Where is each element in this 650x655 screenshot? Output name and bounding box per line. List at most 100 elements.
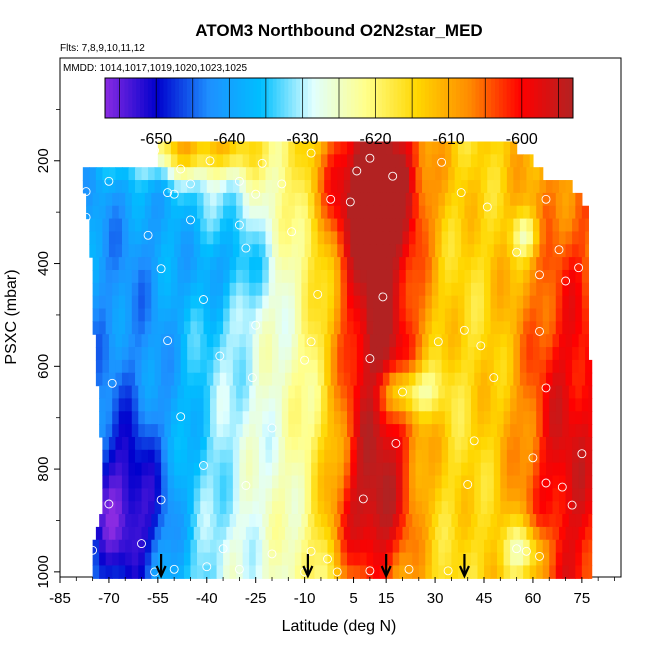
heatmap-cell (190, 424, 198, 438)
colorbar-segment (471, 78, 476, 118)
heatmap-cell (89, 231, 97, 245)
heatmap-cell (379, 269, 387, 284)
heatmap-level-475 (92, 295, 589, 310)
heatmap-cell (487, 372, 495, 387)
heatmap-cell (164, 295, 172, 310)
heatmap-cell (121, 347, 130, 361)
flight-point (241, 481, 251, 490)
heatmap-cell (301, 257, 309, 271)
colorbar-segment (346, 78, 352, 118)
heatmap-cell (431, 514, 439, 528)
heatmap-cell (262, 269, 270, 284)
heatmap-cell (549, 385, 557, 400)
heatmap-cell (545, 334, 554, 348)
heatmap-cell (490, 411, 498, 425)
heatmap-cell (138, 192, 146, 207)
heatmap-cell (226, 372, 234, 387)
heatmap-cell (503, 539, 511, 554)
heatmap-cell (245, 462, 254, 477)
heatmap-cell (324, 347, 332, 361)
heatmap-cell (281, 539, 289, 554)
heatmap-cell (539, 347, 547, 361)
heatmap-cell (415, 372, 423, 387)
heatmap-cell (497, 205, 505, 220)
heatmap-cell (379, 398, 387, 412)
heatmap-cell (467, 231, 475, 245)
heatmap-cell (480, 180, 488, 194)
heatmap-cell (252, 488, 260, 502)
heatmap-cell (210, 205, 218, 220)
flight-point (215, 351, 225, 361)
heatmap-cell (324, 167, 332, 181)
heatmap-cell (343, 372, 351, 387)
heatmap-cell (324, 180, 332, 194)
heatmap-cell (435, 180, 443, 194)
heatmap-cell (516, 385, 524, 400)
heatmap-cell (112, 424, 120, 438)
colorbar-segment (323, 78, 328, 118)
heatmap-cell (376, 526, 384, 541)
heatmap-cell (382, 334, 391, 348)
heatmap-cell (395, 180, 404, 194)
heatmap-cell (249, 141, 257, 155)
heatmap-cell (575, 398, 583, 412)
y-tick-label: 600 (35, 354, 52, 379)
heatmap-cell (242, 308, 250, 322)
heatmap-cell (258, 526, 267, 541)
heatmap-level-1000 (92, 565, 593, 579)
heatmap-cell (395, 449, 404, 464)
heatmap-cell (275, 141, 283, 155)
heatmap-cell (376, 231, 384, 245)
heatmap-cell (115, 526, 123, 541)
heatmap-cell (320, 565, 329, 579)
colorbar-segment (144, 78, 149, 118)
heatmap-cell (376, 347, 384, 361)
colorbar-segment (288, 78, 293, 118)
heatmap-cell (529, 539, 537, 554)
heatmap-cell (373, 565, 381, 579)
heatmap-cell (562, 282, 570, 297)
heatmap-cell (232, 347, 240, 361)
heatmap-cell (578, 501, 586, 515)
heatmap-cell (298, 475, 306, 489)
heatmap-cell (151, 565, 159, 579)
heatmap-cell (549, 282, 557, 297)
heatmap-cell (347, 192, 355, 207)
colorbar-segment (120, 78, 125, 118)
heatmap-cell (337, 180, 345, 194)
heatmap-cell (353, 282, 361, 297)
heatmap-cell (167, 218, 175, 233)
heatmap-cell (187, 347, 195, 361)
heatmap-cell (272, 488, 280, 502)
heatmap-cell (444, 321, 452, 335)
heatmap-cell (285, 347, 293, 361)
heatmap-cell (470, 424, 479, 438)
heatmap-cell (363, 501, 371, 515)
flight-point (277, 179, 287, 189)
heatmap-cell (177, 308, 185, 322)
heatmap-cell (327, 411, 335, 425)
heatmap-cell (418, 385, 426, 400)
heatmap-cell (503, 565, 511, 579)
heatmap-cell (363, 218, 371, 233)
heatmap-cell (500, 436, 508, 451)
heatmap-cell (408, 347, 417, 361)
heatmap-cell (526, 372, 534, 387)
heatmap-cell (95, 526, 103, 541)
heatmap-cell (141, 347, 149, 361)
heatmap-cell (196, 269, 205, 284)
heatmap-cell (519, 449, 528, 464)
colorbar-segment (257, 78, 262, 118)
heatmap-cell (559, 462, 567, 477)
flight-point (398, 387, 407, 397)
heatmap-cell (503, 308, 511, 322)
heatmap-cell (457, 539, 466, 554)
heatmap-cell (457, 282, 466, 297)
heatmap-cell (572, 347, 580, 361)
heatmap-cell (457, 308, 466, 322)
heatmap-cell (121, 359, 130, 374)
heatmap-cell (474, 501, 482, 515)
heatmap-cell (572, 475, 580, 489)
heatmap-cell (89, 218, 97, 233)
heatmap-cell (112, 308, 120, 322)
